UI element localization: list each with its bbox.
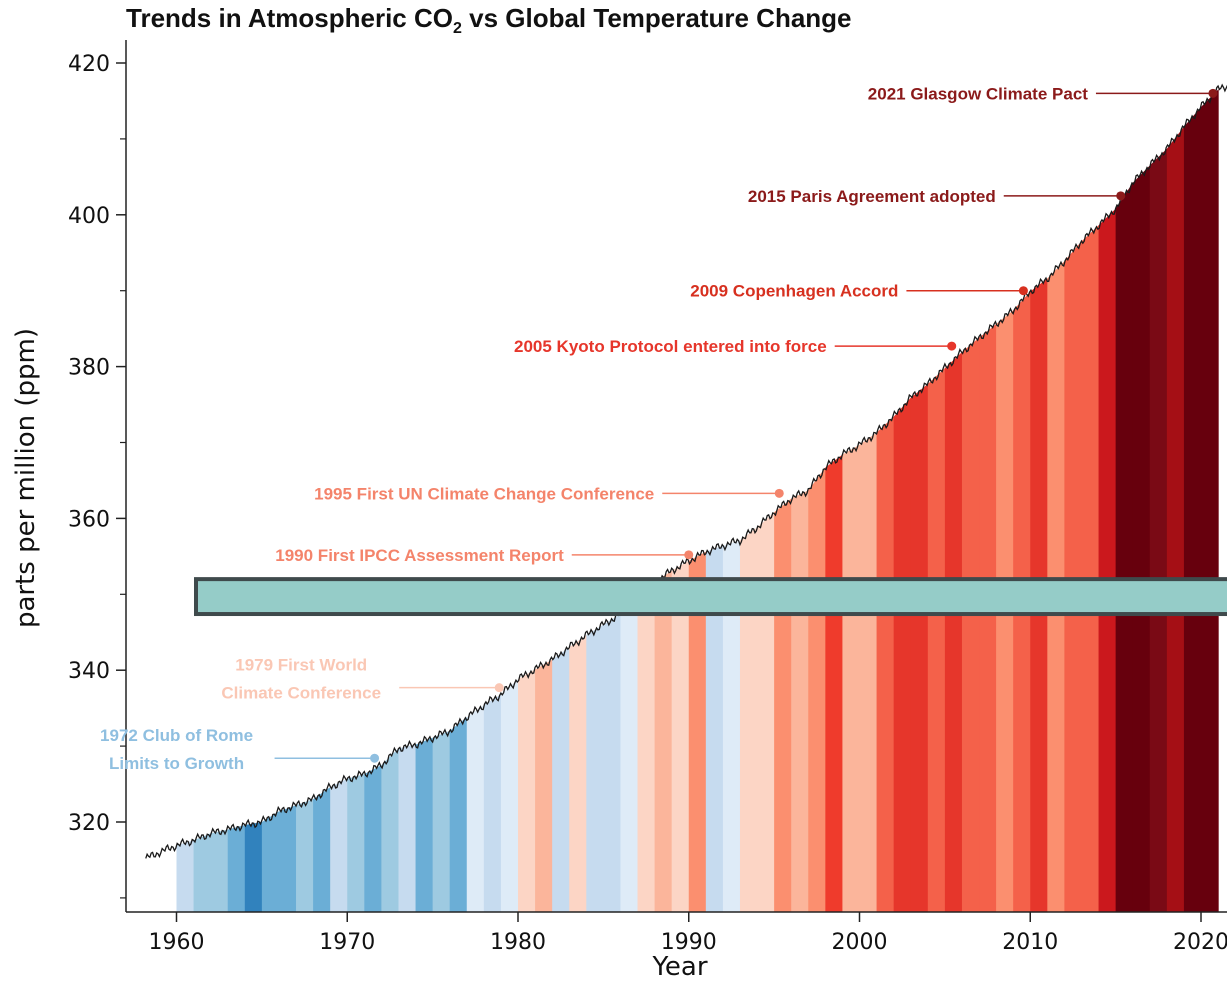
axes: 320 340 360 380 400 420 1960 1970 1980 1990 2000 20…: [68, 40, 1227, 955]
event-annotation: 1990 First IPCC Assessment Report: [275, 546, 694, 565]
y-axis-title: parts per million (ppm): [11, 328, 41, 628]
warming-stripe: [1098, 40, 1117, 912]
event-label-line: 1979 First World: [235, 656, 367, 675]
event-annotation: 1995 First UN Climate Change Conference: [314, 484, 784, 503]
event-label: 1979 First World Climate Conference: [221, 656, 381, 703]
warming-stripe: [1132, 40, 1151, 912]
event-label: 1972 Club of Rome Limits to Growth: [100, 726, 253, 773]
event-label: 2021 Glasgow Climate Pact: [868, 84, 1088, 103]
x-tick-label: 1990: [661, 930, 717, 955]
event-label: 2015 Paris Agreement adopted: [748, 187, 996, 206]
event-annotation: 2005 Kyoto Protocol entered into force: [514, 337, 957, 356]
x-tick-label: 1960: [149, 930, 205, 955]
event-label: 2009 Copenhagen Accord: [690, 282, 898, 301]
y-tick-label: 420: [68, 52, 110, 77]
warming-stripe: [1201, 40, 1219, 912]
co2-curve-layer: [145, 83, 1227, 859]
event-annotation: 1979 First World Climate Conference: [221, 656, 504, 703]
event-marker: [774, 488, 784, 498]
event-label: 1990 First IPCC Assessment Report: [275, 546, 564, 565]
y-tick-label: 360: [68, 507, 110, 532]
chart-title-main: Trends in Atmospheric CO: [126, 3, 453, 33]
y-tick-label: 340: [68, 659, 110, 684]
x-tick-label: 2000: [832, 930, 888, 955]
warming-stripe: [1081, 40, 1100, 912]
event-label: 1995 First UN Climate Change Conference: [314, 484, 654, 503]
event-marker: [1116, 191, 1126, 201]
event-annotation: 1972 Club of Rome Limits to Growth: [100, 726, 380, 773]
event-label-line: 1972 Club of Rome: [100, 726, 253, 745]
y-tick-label: 320: [68, 811, 110, 836]
x-tick-label: 2020: [1173, 930, 1227, 955]
chart-title-rest: vs Global Temperature Change: [462, 3, 852, 33]
chart-title: Trends in Atmospheric CO2 vs Global Temp…: [126, 3, 852, 37]
warming-stripe: [1115, 40, 1134, 912]
event-annotations: 2021 Glasgow Climate Pact 2015 Paris Agre…: [100, 84, 1218, 773]
event-label-line: Climate Conference: [221, 684, 381, 703]
event-annotation: 2021 Glasgow Climate Pact: [868, 84, 1218, 103]
warming-stripe: [1183, 40, 1202, 912]
warming-stripe: [1149, 40, 1168, 912]
x-axis-title: Year: [651, 952, 707, 981]
co2-curve: [145, 83, 1227, 859]
chart-title-subscript: 2: [453, 20, 462, 37]
x-tick-label: 1980: [490, 930, 546, 955]
event-label: 2005 Kyoto Protocol entered into force: [514, 337, 827, 356]
event-label-line: Limits to Growth: [109, 754, 244, 773]
event-annotation: 2009 Copenhagen Accord: [690, 282, 1028, 301]
area-mask-shape: [126, 40, 1227, 859]
event-marker: [947, 341, 957, 351]
y-tick-label: 400: [68, 204, 110, 229]
x-tick-label: 1970: [319, 930, 375, 955]
x-tick-label: 2010: [1002, 930, 1058, 955]
area-mask: [126, 40, 1227, 859]
overlay-layer: [194, 577, 1227, 617]
warming-stripe: [1166, 40, 1185, 912]
redaction-bar: [194, 577, 1227, 617]
event-marker: [494, 683, 504, 693]
y-tick-label: 380: [68, 356, 110, 381]
event-annotation: 2015 Paris Agreement adopted: [748, 187, 1126, 206]
